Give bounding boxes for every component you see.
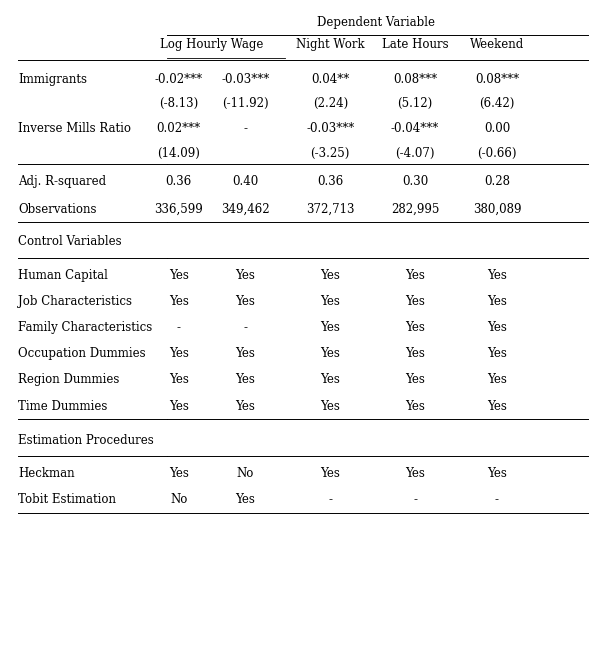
Text: -: - <box>177 321 181 334</box>
Text: Log Hourly Wage: Log Hourly Wage <box>161 38 264 51</box>
Text: -: - <box>413 493 417 506</box>
Text: Dependent Variable: Dependent Variable <box>317 16 435 29</box>
Text: 0.36: 0.36 <box>317 175 344 188</box>
Text: 0.36: 0.36 <box>165 175 192 188</box>
Text: 0.08***: 0.08*** <box>393 73 437 86</box>
Text: Yes: Yes <box>405 400 425 413</box>
Text: No: No <box>170 493 187 506</box>
Text: No: No <box>237 467 254 480</box>
Text: -: - <box>244 122 247 135</box>
Text: Yes: Yes <box>169 467 188 480</box>
Text: Yes: Yes <box>236 400 255 413</box>
Text: (14.09): (14.09) <box>158 147 200 160</box>
Text: Late Hours: Late Hours <box>382 38 448 51</box>
Text: (-0.66): (-0.66) <box>477 147 517 160</box>
Text: Job Characteristics: Job Characteristics <box>18 295 132 308</box>
Text: Yes: Yes <box>321 295 340 308</box>
Text: Adj. R-squared: Adj. R-squared <box>18 175 106 188</box>
Text: 0.08***: 0.08*** <box>475 73 519 86</box>
Text: (5.12): (5.12) <box>398 97 433 111</box>
Text: 0.40: 0.40 <box>232 175 259 188</box>
Text: Yes: Yes <box>487 400 507 413</box>
Text: 349,462: 349,462 <box>221 203 270 216</box>
Text: Yes: Yes <box>236 493 255 506</box>
Text: Yes: Yes <box>169 373 188 387</box>
Text: Night Work: Night Work <box>296 38 365 51</box>
Text: (2.24): (2.24) <box>313 97 348 111</box>
Text: Inverse Mills Ratio: Inverse Mills Ratio <box>18 122 131 135</box>
Text: -0.03***: -0.03*** <box>306 122 355 135</box>
Text: -: - <box>495 493 499 506</box>
Text: -0.02***: -0.02*** <box>155 73 203 86</box>
Text: Yes: Yes <box>405 347 425 360</box>
Text: 282,995: 282,995 <box>391 203 439 216</box>
Text: Yes: Yes <box>487 467 507 480</box>
Text: (-11.92): (-11.92) <box>222 97 268 111</box>
Text: Yes: Yes <box>169 347 188 360</box>
Text: Yes: Yes <box>487 269 507 282</box>
Text: 0.04**: 0.04** <box>311 73 350 86</box>
Text: Yes: Yes <box>405 269 425 282</box>
Text: Yes: Yes <box>321 400 340 413</box>
Text: Yes: Yes <box>321 467 340 480</box>
Text: Yes: Yes <box>236 269 255 282</box>
Text: -0.04***: -0.04*** <box>391 122 439 135</box>
Text: 336,599: 336,599 <box>155 203 203 216</box>
Text: (-4.07): (-4.07) <box>395 147 435 160</box>
Text: 0.02***: 0.02*** <box>157 122 201 135</box>
Text: -: - <box>328 493 332 506</box>
Text: Yes: Yes <box>487 295 507 308</box>
Text: Yes: Yes <box>405 321 425 334</box>
Text: (-8.13): (-8.13) <box>159 97 198 111</box>
Text: Time Dummies: Time Dummies <box>18 400 107 413</box>
Text: Human Capital: Human Capital <box>18 269 108 282</box>
Text: Heckman: Heckman <box>18 467 75 480</box>
Text: Yes: Yes <box>169 400 188 413</box>
Text: Control Variables: Control Variables <box>18 235 122 249</box>
Text: -: - <box>244 321 247 334</box>
Text: 372,713: 372,713 <box>306 203 355 216</box>
Text: Yes: Yes <box>169 269 188 282</box>
Text: Yes: Yes <box>236 347 255 360</box>
Text: Immigrants: Immigrants <box>18 73 87 86</box>
Text: -0.03***: -0.03*** <box>221 73 270 86</box>
Text: Yes: Yes <box>487 321 507 334</box>
Text: Tobit Estimation: Tobit Estimation <box>18 493 116 506</box>
Text: Yes: Yes <box>321 347 340 360</box>
Text: Family Characteristics: Family Characteristics <box>18 321 153 334</box>
Text: (-3.25): (-3.25) <box>311 147 350 160</box>
Text: Yes: Yes <box>487 347 507 360</box>
Text: Region Dummies: Region Dummies <box>18 373 119 387</box>
Text: Yes: Yes <box>169 295 188 308</box>
Text: Yes: Yes <box>236 295 255 308</box>
Text: Yes: Yes <box>321 373 340 387</box>
Text: Yes: Yes <box>405 467 425 480</box>
Text: Yes: Yes <box>405 373 425 387</box>
Text: Occupation Dummies: Occupation Dummies <box>18 347 146 360</box>
Text: Yes: Yes <box>321 269 340 282</box>
Text: 380,089: 380,089 <box>473 203 521 216</box>
Text: Observations: Observations <box>18 203 97 216</box>
Text: 0.30: 0.30 <box>402 175 428 188</box>
Text: Weekend: Weekend <box>470 38 524 51</box>
Text: Yes: Yes <box>236 373 255 387</box>
Text: 0.28: 0.28 <box>484 175 510 188</box>
Text: Yes: Yes <box>487 373 507 387</box>
Text: 0.00: 0.00 <box>484 122 510 135</box>
Text: (6.42): (6.42) <box>479 97 514 111</box>
Text: Estimation Procedures: Estimation Procedures <box>18 434 154 447</box>
Text: Yes: Yes <box>405 295 425 308</box>
Text: Yes: Yes <box>321 321 340 334</box>
